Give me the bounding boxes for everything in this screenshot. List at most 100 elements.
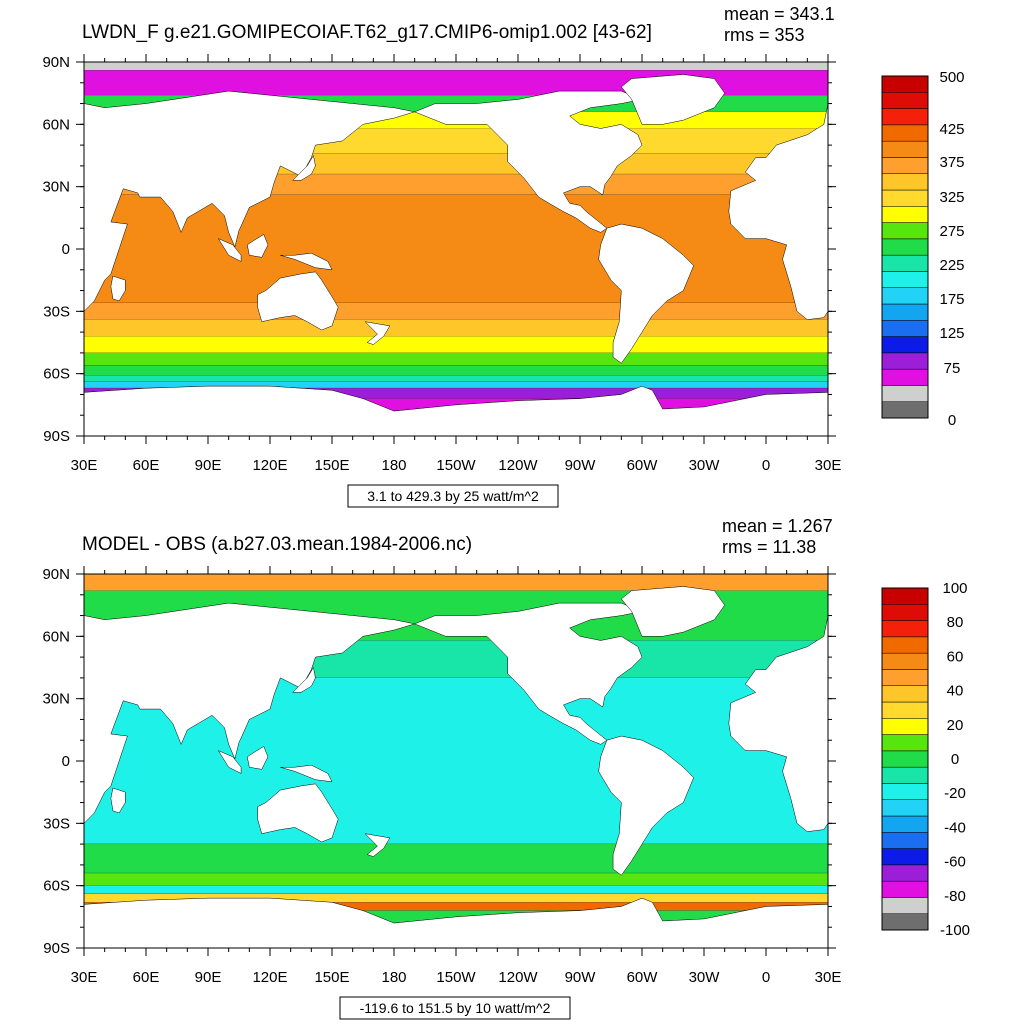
map-plot <box>84 574 828 948</box>
x-tick-label: 150E <box>314 457 349 474</box>
land-mask <box>413 602 643 745</box>
land-mask <box>280 764 333 783</box>
y-tick-label: 60N <box>42 628 70 645</box>
field-band <box>84 62 828 71</box>
stat-mean: mean = 1.267 <box>722 516 833 536</box>
field-band <box>84 885 828 894</box>
colorbar-label: 80 <box>947 614 964 631</box>
colorbar: 0 75 125 175 225 275 325 375 425 500 <box>881 69 965 429</box>
colorbar-swatch <box>881 320 929 337</box>
land-mask <box>84 90 415 312</box>
x-tick-label: 30E <box>71 457 98 474</box>
field-band <box>84 381 828 389</box>
colorbar-label: 0 <box>948 412 956 429</box>
colorbar-label: 425 <box>939 121 964 138</box>
x-tick-label: 180 <box>381 969 406 986</box>
land-mask <box>110 787 126 814</box>
colorbar-label: 325 <box>939 189 964 206</box>
colorbar-swatch <box>881 620 929 638</box>
x-tick-label: 120E <box>252 457 287 474</box>
colorbar-swatch <box>881 832 929 849</box>
colorbar-label: 375 <box>939 154 964 171</box>
colorbar-swatch <box>881 92 929 109</box>
x-tick-label: 90E <box>195 457 222 474</box>
colorbar-swatch <box>881 799 929 817</box>
field-band <box>84 844 828 874</box>
x-tick-label: 30E <box>815 457 842 474</box>
colorbar-label: 175 <box>939 291 964 308</box>
field-band <box>84 893 828 903</box>
colorbar-swatch <box>881 124 929 142</box>
colorbar-swatch <box>881 669 929 686</box>
land-mask <box>217 238 242 262</box>
chart-panel-model-obs: MODEL - OBS (a.b27.03.mean.1984-2006.nc)… <box>0 512 1024 1024</box>
stat-rms: rms = 11.38 <box>722 537 816 557</box>
colorbar-swatch <box>881 897 929 914</box>
land-mask <box>292 666 316 693</box>
chart-title: LWDN_F g.e21.GOMIPECOIAF.T62_g17.CMIP6-o… <box>82 22 652 43</box>
colorbar-swatch <box>881 189 929 207</box>
colorbar-swatch <box>881 783 929 800</box>
colorbar-swatch <box>881 604 929 621</box>
colorbar-label: 125 <box>939 325 964 342</box>
field-band <box>84 574 828 591</box>
x-tick-label: 30W <box>689 969 721 986</box>
y-tick-label: 30S <box>43 815 70 832</box>
land-mask <box>246 746 269 770</box>
land-mask <box>598 223 694 364</box>
chart-title: MODEL - OBS (a.b27.03.mean.1984-2006.nc) <box>82 534 472 555</box>
land-mask <box>598 735 694 876</box>
colorbar-swatch <box>881 271 929 288</box>
x-tick-label: 60E <box>133 969 160 986</box>
colorbar-swatch <box>881 734 929 752</box>
y-tick-label: 0 <box>62 753 70 770</box>
x-tick-label: 60W <box>627 969 659 986</box>
colorbar-label: -20 <box>944 785 966 802</box>
colorbar-swatch <box>881 685 929 703</box>
colorbar-swatch <box>881 864 929 882</box>
colorbar-label: 275 <box>939 223 964 240</box>
field-band <box>84 336 828 353</box>
land-mask <box>110 275 126 302</box>
land-mask <box>217 750 242 774</box>
field-band <box>84 365 828 376</box>
land-mask <box>364 833 391 857</box>
colorbar-swatch <box>881 913 929 931</box>
colorbar-label: -60 <box>944 854 966 871</box>
y-tick-label: 0 <box>62 241 70 258</box>
y-tick-label: 90S <box>43 940 70 957</box>
land-mask <box>84 897 828 948</box>
land-mask <box>620 74 725 125</box>
x-tick-label: 120W <box>498 457 538 474</box>
x-tick-label: 90E <box>195 969 222 986</box>
colorbar-swatch <box>881 718 929 735</box>
field-band <box>84 902 828 911</box>
land-mask <box>246 234 269 258</box>
x-tick-label: 60W <box>627 457 659 474</box>
x-tick-label: 0 <box>762 457 770 474</box>
colorbar-swatch <box>881 385 929 402</box>
x-tick-label: 120W <box>498 969 538 986</box>
y-tick-label: 90S <box>43 428 70 445</box>
colorbar-swatch <box>881 254 929 272</box>
land-mask <box>728 615 828 832</box>
colorbar-swatch <box>881 701 929 719</box>
x-tick-label: 30E <box>815 969 842 986</box>
field-band <box>84 303 828 320</box>
colorbar-swatch <box>881 652 929 670</box>
field-band <box>84 873 828 886</box>
colorbar-swatch <box>881 303 929 321</box>
colorbar-swatch <box>881 108 929 126</box>
colorbar-label: 500 <box>939 69 964 86</box>
land-mask <box>257 271 339 331</box>
colorbar-swatch <box>881 75 929 93</box>
land-mask <box>292 154 316 181</box>
land-mask <box>257 783 339 843</box>
x-tick-label: 30W <box>689 457 721 474</box>
colorbar-swatch <box>881 368 929 386</box>
land-mask <box>728 103 828 320</box>
y-tick-label: 90N <box>42 566 70 583</box>
x-tick-label: 150E <box>314 969 349 986</box>
stat-mean: mean = 343.1 <box>724 4 835 24</box>
field-band <box>84 194 828 304</box>
